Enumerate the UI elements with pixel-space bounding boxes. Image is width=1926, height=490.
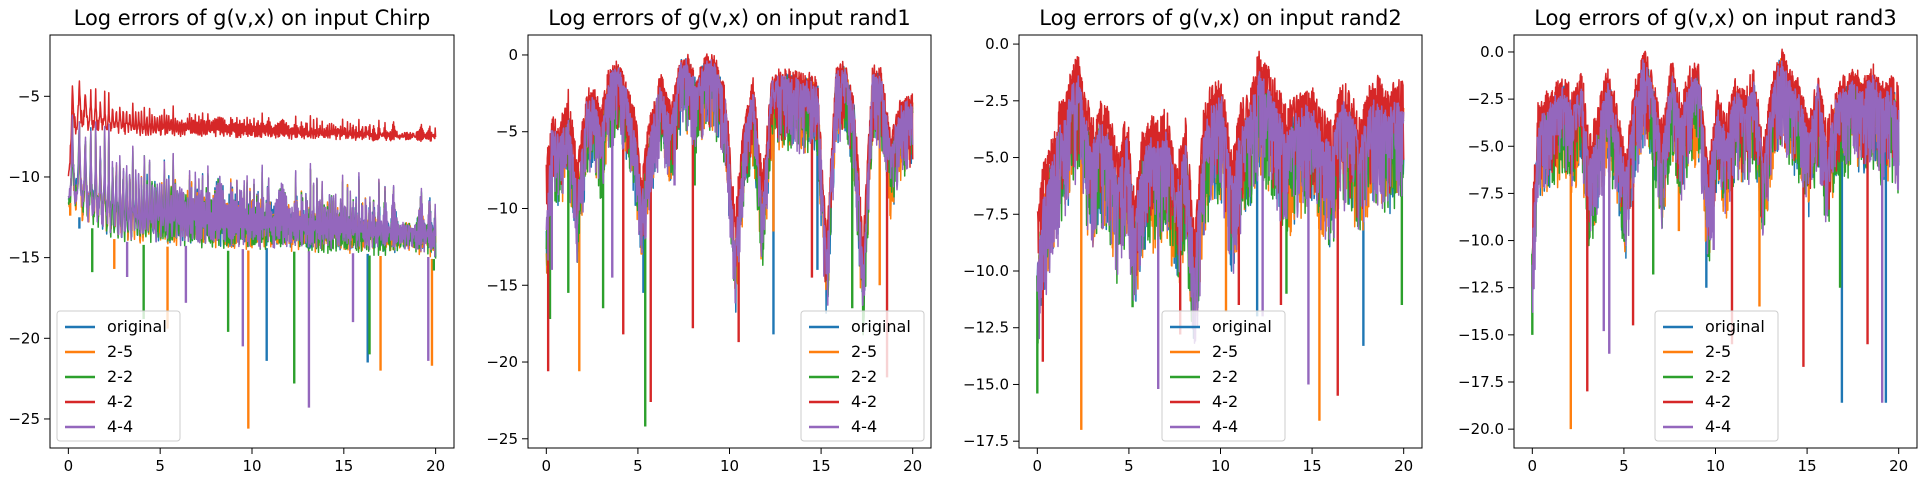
legend-label: 2-5 [107, 342, 133, 361]
y-tick-label: −5 [496, 123, 518, 141]
x-tick-label: 20 [1394, 457, 1413, 475]
y-tick-label: −10.0 [963, 262, 1009, 280]
plot-area [67, 80, 437, 429]
legend-label: 4-4 [1212, 417, 1238, 436]
y-tick-label: −15.0 [963, 375, 1009, 393]
y-tick-label: −20 [8, 329, 40, 347]
x-tick-label: 0 [1033, 457, 1043, 475]
legend-label: 2-2 [1705, 367, 1731, 386]
legend-label: original [107, 317, 167, 336]
x-tick-label: 10 [1706, 457, 1725, 475]
legend-label: 4-2 [107, 392, 133, 411]
legend: original 2-5 2-2 4-2 4-4 [56, 310, 181, 442]
x-tick-label: 10 [1211, 457, 1230, 475]
legend-label: original [851, 317, 911, 336]
legend: original 2-5 2-2 4-2 4-4 [1654, 310, 1779, 442]
y-tick-label: 0.0 [985, 35, 1009, 53]
legend-label: original [1212, 317, 1272, 336]
legend-box [1654, 310, 1779, 442]
legend-box [800, 310, 925, 442]
x-tick-label: 20 [903, 457, 922, 475]
x-tick-label: 15 [1798, 457, 1817, 475]
y-tick-label: 0.0 [1480, 43, 1504, 61]
y-tick-label: −15 [486, 276, 518, 294]
x-tick-label: 20 [1889, 457, 1908, 475]
y-tick-label: −10 [486, 199, 518, 217]
y-tick-label: −17.5 [963, 432, 1009, 450]
legend-label: 2-2 [107, 367, 133, 386]
x-tick-label: 0 [1528, 457, 1538, 475]
chart-panel-4: Log errors of g(v,x) on input rand3 0 5 10 1… [1458, 6, 1918, 475]
legend-label: 2-2 [1212, 367, 1238, 386]
series-line-4-4 [1531, 59, 1900, 314]
x-tick-label: 10 [720, 457, 739, 475]
legend-label: 2-5 [1212, 342, 1238, 361]
chart-title: Log errors of g(v,x) on input rand1 [548, 6, 911, 30]
series-line-4-4 [1036, 71, 1405, 344]
x-tick-label: 15 [334, 457, 353, 475]
legend: original 2-5 2-2 4-2 4-4 [1161, 310, 1286, 442]
chart-title: Log errors of g(v,x) on input rand3 [1534, 6, 1897, 30]
x-tick-label: 15 [1303, 457, 1322, 475]
y-tick-label: −2.5 [1468, 90, 1504, 108]
y-tick-label: −2.5 [973, 92, 1009, 110]
series-line-4-2 [67, 80, 437, 177]
x-tick-label: 5 [1619, 457, 1629, 475]
y-tick-label: −5 [18, 87, 40, 105]
chart-title: Log errors of g(v,x) on input Chirp [74, 6, 431, 30]
legend: original 2-5 2-2 4-2 4-4 [800, 310, 925, 442]
y-tick-label: −12.5 [1458, 279, 1504, 297]
chart-panel-1: Log errors of g(v,x) on input Chirp 0 5 10 1… [8, 6, 455, 475]
legend-box [56, 310, 181, 442]
legend-label: 2-5 [851, 342, 877, 361]
x-tick-label: 20 [426, 457, 445, 475]
y-tick-label: −15.0 [1458, 326, 1504, 344]
y-tick-label: −7.5 [1468, 184, 1504, 202]
y-tick-label: 0 [508, 46, 518, 64]
y-tick-label: −20.0 [1458, 420, 1504, 438]
y-tick-label: −5.0 [1468, 137, 1504, 155]
x-tick-label: 5 [1124, 457, 1134, 475]
plot-area [1036, 50, 1405, 430]
legend-label: 4-4 [107, 417, 133, 436]
legend-label: 4-4 [1705, 417, 1731, 436]
x-tick-label: 0 [64, 457, 74, 475]
x-tick-label: 5 [155, 457, 165, 475]
series-line-4-4 [545, 58, 914, 306]
legend-label: original [1705, 317, 1765, 336]
x-tick-label: 5 [633, 457, 643, 475]
x-tick-label: 15 [812, 457, 831, 475]
y-tick-label: −5.0 [973, 149, 1009, 167]
y-tick-label: −15 [8, 249, 40, 267]
x-tick-label: 0 [542, 457, 552, 475]
y-tick-label: −25 [486, 430, 518, 448]
y-tick-label: −10.0 [1458, 232, 1504, 250]
legend-label: 4-2 [851, 392, 877, 411]
y-tick-label: −17.5 [1458, 373, 1504, 391]
plot-area [1531, 48, 1900, 430]
y-tick-label: −10 [8, 168, 40, 186]
plot-area [545, 53, 914, 427]
legend-label: 2-5 [1705, 342, 1731, 361]
y-tick-label: −12.5 [963, 319, 1009, 337]
chart-panel-3: Log errors of g(v,x) on input rand2 0 5 10 1… [963, 6, 1423, 475]
legend-label: 4-2 [1705, 392, 1731, 411]
legend-label: 2-2 [851, 367, 877, 386]
x-tick-label: 10 [242, 457, 261, 475]
y-tick-label: −7.5 [973, 205, 1009, 223]
y-tick-label: −20 [486, 353, 518, 371]
legend-label: 4-2 [1212, 392, 1238, 411]
series-line-4-4 [67, 114, 437, 257]
legend-label: 4-4 [851, 417, 877, 436]
chart-title: Log errors of g(v,x) on input rand2 [1039, 6, 1402, 30]
legend-box [1161, 310, 1286, 442]
y-tick-label: −25 [8, 410, 40, 428]
chart-panel-2: Log errors of g(v,x) on input rand1 0 5 10 1… [486, 6, 932, 475]
